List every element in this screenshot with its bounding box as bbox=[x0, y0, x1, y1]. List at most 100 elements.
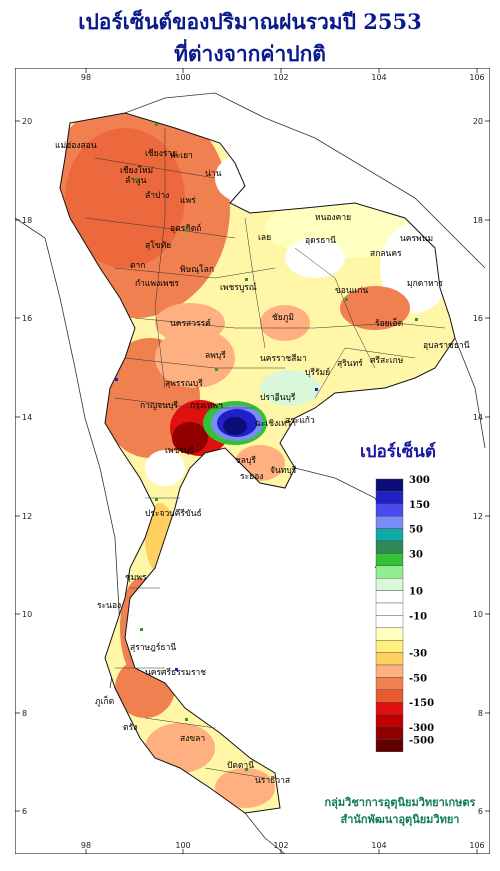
lat-tick: 10 bbox=[22, 610, 32, 619]
lat-tick: 12 bbox=[22, 512, 32, 521]
lat-tick: 14 bbox=[473, 413, 483, 422]
province-label: จันทบุรี bbox=[270, 465, 297, 476]
legend-swatch bbox=[375, 540, 404, 554]
lat-tick: 8 bbox=[478, 709, 483, 718]
legend-label: 50 bbox=[409, 525, 423, 536]
credit-line1: กลุ่มวิชาการอุตุนิยมวิทยาเกษตร bbox=[324, 796, 476, 809]
legend-swatch bbox=[375, 528, 404, 542]
neighbour-borders bbox=[15, 92, 486, 854]
lon-tick: 98 bbox=[81, 73, 91, 82]
province-label: ชลบุรี bbox=[235, 455, 256, 466]
lon-tick: 102 bbox=[273, 73, 288, 82]
credit-line2: สำนักพัฒนาอุตุนิยมวิทยา bbox=[340, 813, 460, 826]
province-label: อุบลราชธานี bbox=[423, 340, 470, 351]
lon-tick-labels-bottom: 98 100 102 104 106 bbox=[81, 841, 485, 850]
province-label: เลย bbox=[258, 233, 271, 243]
legend-swatch bbox=[375, 602, 404, 616]
province-label: หนองคาย bbox=[315, 213, 351, 223]
province-label: ชัยภูมิ bbox=[272, 313, 294, 323]
lat-tick-labels-left: 20 18 16 14 12 10 8 6 bbox=[22, 117, 32, 816]
lat-tick: 12 bbox=[473, 512, 483, 521]
legend-swatch bbox=[375, 491, 404, 504]
province-label: กำแพงเพชร bbox=[135, 279, 179, 289]
province-label: เพชรบุรี bbox=[165, 445, 194, 456]
lon-tick: 100 bbox=[175, 73, 190, 82]
lat-tick: 14 bbox=[22, 413, 32, 422]
province-label: อุดรธานี bbox=[305, 235, 336, 246]
legend-swatch bbox=[375, 578, 404, 591]
legend-label: 300 bbox=[409, 475, 430, 486]
province-label: สุราษฎร์ธานี bbox=[130, 642, 176, 653]
legend-swatch bbox=[375, 565, 404, 579]
province-label: พะเยา bbox=[170, 151, 193, 161]
province-label: ภูเก็ต bbox=[95, 695, 114, 707]
province-label: น่าน bbox=[205, 169, 222, 179]
legend-title: เปอร์เซ็นต์ bbox=[360, 442, 436, 462]
province-label: กาญจนบุรี bbox=[140, 400, 178, 411]
legend-swatch bbox=[375, 689, 404, 703]
legend-swatch bbox=[375, 516, 404, 529]
lon-tick: 100 bbox=[175, 841, 190, 850]
province-label: ระยอง bbox=[240, 472, 263, 482]
province-label: นครสวรรค์ bbox=[170, 318, 211, 329]
province-label: สกลนคร bbox=[370, 249, 402, 259]
province-label: สุพรรณบุรี bbox=[165, 378, 203, 389]
lat-tick: 16 bbox=[22, 314, 32, 323]
legend-swatch bbox=[375, 503, 404, 517]
legend-swatch bbox=[375, 627, 404, 641]
lat-tick: 20 bbox=[473, 117, 483, 126]
lat-tick: 18 bbox=[22, 216, 32, 225]
map-title-line1: เปอร์เซ็นต์ของปริมาณฝนรวมปี 2553 bbox=[78, 9, 422, 34]
legend-label: -50 bbox=[409, 673, 427, 684]
legend-swatch bbox=[375, 702, 404, 715]
legend-swatch bbox=[375, 590, 404, 604]
province-label: ศรีสะเกษ bbox=[370, 355, 404, 366]
legend-swatch bbox=[375, 652, 404, 666]
legend-swatch bbox=[375, 677, 404, 691]
province-label: ลพบุรี bbox=[205, 350, 226, 361]
province-label: ระนอง bbox=[97, 601, 121, 611]
rainfall-map: 98 100 102 104 106 98 100 102 104 106 20… bbox=[15, 68, 490, 854]
graticule-ticks bbox=[15, 68, 490, 854]
province-label: นครราชสีมา bbox=[260, 353, 307, 364]
lon-tick: 104 bbox=[371, 841, 386, 850]
legend-label: -10 bbox=[409, 611, 427, 622]
legend-swatch bbox=[375, 640, 404, 653]
lon-tick: 98 bbox=[81, 841, 91, 850]
lat-tick: 10 bbox=[473, 610, 483, 619]
province-label: มุกดาหาร bbox=[407, 279, 443, 289]
legend-swatch bbox=[375, 615, 404, 629]
legend-label: -300 bbox=[409, 723, 434, 734]
province-label: แม่ฮ่องสอน bbox=[55, 141, 97, 151]
station-markers bbox=[115, 123, 418, 771]
legend-swatch bbox=[375, 553, 404, 566]
legend-swatch bbox=[375, 726, 404, 740]
province-label: ปราจีนบุรี bbox=[260, 392, 296, 403]
lon-tick-labels-top: 98 100 102 104 106 bbox=[81, 73, 485, 82]
province-label: เพชรบูรณ์ bbox=[220, 282, 257, 293]
lon-tick: 106 bbox=[469, 73, 484, 82]
legend-label: -30 bbox=[409, 649, 427, 660]
province-label: นครศรีธรรมราช bbox=[145, 667, 206, 678]
legend-label: 10 bbox=[409, 587, 423, 598]
lat-tick: 8 bbox=[22, 709, 27, 718]
province-label: ร้อยเอ็ด bbox=[375, 317, 403, 329]
lat-tick: 16 bbox=[473, 314, 483, 323]
province-labels: เชียงราย แม่ฮ่องสอน เชียงใหม่ ลำพูน ลำปา… bbox=[55, 141, 470, 786]
province-label: แพร่ bbox=[180, 196, 196, 206]
lat-tick: 6 bbox=[478, 807, 483, 816]
map-title-line2: ที่ต่างจากค่าปกติ bbox=[174, 41, 326, 66]
province-label: สระแก้ว bbox=[285, 415, 315, 426]
lat-tick: 18 bbox=[473, 216, 483, 225]
legend-label: -150 bbox=[409, 698, 434, 709]
province-label: ลำปาง bbox=[145, 191, 169, 201]
province-label: ฉะเชิงเทรา bbox=[255, 419, 296, 429]
legend-swatch bbox=[375, 664, 404, 678]
lon-tick: 104 bbox=[371, 73, 386, 82]
province-label: กรุงเทพฯ bbox=[190, 401, 223, 411]
lon-tick: 102 bbox=[273, 841, 288, 850]
province-label: นราธิวาส bbox=[255, 776, 291, 786]
province-label: บุรีรัมย์ bbox=[305, 367, 330, 378]
lat-tick: 20 bbox=[22, 117, 32, 126]
legend-swatch bbox=[375, 739, 404, 753]
